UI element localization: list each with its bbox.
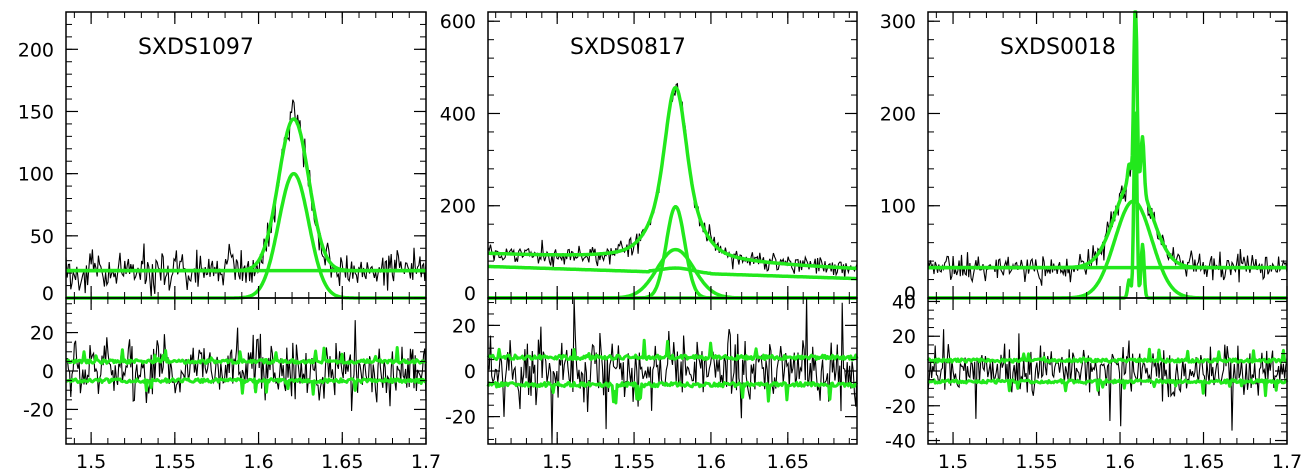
x-tick-label: 1.55 xyxy=(154,451,196,473)
y-tick-label: 200 xyxy=(18,39,54,61)
total-fit-line xyxy=(487,85,858,271)
error-band-upper xyxy=(926,347,1288,364)
continuum-line xyxy=(487,264,858,281)
panel-sxds0817: 1.5 1.55 1.6 1.65 0 200 400 600 -20 0 20 SXDS0817 xyxy=(440,11,859,473)
y-tick-label: 0 xyxy=(904,361,916,383)
x-tick-label: 1.55 xyxy=(1015,451,1057,473)
x-tick-label: 1.5 xyxy=(542,451,572,473)
y-tick-label: -20 xyxy=(23,399,54,421)
error-band-upper xyxy=(65,346,428,365)
x-tick-label: 1.65 xyxy=(1182,451,1224,473)
residual-line xyxy=(927,329,1288,431)
x-tick-label: 1.6 xyxy=(243,451,273,473)
y-tick-label: 200 xyxy=(880,103,916,125)
y-tick-label: 0 xyxy=(464,361,476,383)
panel-sxds1097: 1.5 1.55 1.6 1.65 1.7 0 50 100 150 200 -20 0 20 SXDS1… xyxy=(18,11,441,473)
y-tick-label: 0 xyxy=(42,361,54,383)
panel-title: SXDS0817 xyxy=(570,35,686,60)
x-tick-label: 1.7 xyxy=(411,451,441,473)
spectrum-line xyxy=(65,99,427,298)
x-tick-label: 1.55 xyxy=(613,451,655,473)
y-tick-label: 150 xyxy=(18,101,54,123)
x-tick-label: 1.6 xyxy=(696,451,726,473)
panel-sxds0018: 1.5 1.55 1.6 1.65 1.7 0 100 200 300 -40 -20 0 20 40 SX… xyxy=(880,10,1302,473)
y-tick-label: 100 xyxy=(880,196,916,218)
narrow-lines xyxy=(927,111,1288,300)
y-tick-label: 0 xyxy=(42,283,54,305)
x-tick-label: 1.5 xyxy=(938,451,968,473)
y-tick-label: 0 xyxy=(904,283,916,305)
x-tick-label: 1.6 xyxy=(1105,451,1135,473)
y-tick-label: 20 xyxy=(452,315,476,337)
panel-title: SXDS1097 xyxy=(138,35,254,60)
y-tick-label: 20 xyxy=(30,323,54,345)
total-fit-line xyxy=(927,10,1288,270)
y-tick-label: 0 xyxy=(464,283,476,305)
y-tick-label: -20 xyxy=(885,396,916,418)
y-tick-label: 200 xyxy=(440,196,476,218)
y-tick-label: -40 xyxy=(885,431,916,453)
y-tick-label: 600 xyxy=(440,11,476,33)
x-tick-label: 1.65 xyxy=(767,451,809,473)
y-tick-label: 100 xyxy=(18,164,54,186)
error-band-lower xyxy=(927,378,1289,398)
total-fit-line xyxy=(65,117,427,273)
broad-component-line xyxy=(927,199,1288,300)
x-tick-label: 1.65 xyxy=(321,451,363,473)
y-tick-label: -20 xyxy=(445,407,476,429)
error-band-lower xyxy=(486,381,859,405)
y-tick-label: 50 xyxy=(30,226,54,248)
residual-line xyxy=(65,320,427,412)
residual-line xyxy=(487,297,858,445)
y-tick-label: 40 xyxy=(892,291,916,313)
error-band-upper xyxy=(486,338,859,362)
y-tick-label: 300 xyxy=(880,11,916,33)
x-tick-label: 1.5 xyxy=(76,451,106,473)
x-tick-label: 1.7 xyxy=(1272,451,1302,473)
y-tick-label: 20 xyxy=(892,326,916,348)
y-tick-label: 400 xyxy=(440,103,476,125)
panel-title: SXDS0018 xyxy=(1000,35,1116,60)
error-band-lower xyxy=(65,377,428,396)
